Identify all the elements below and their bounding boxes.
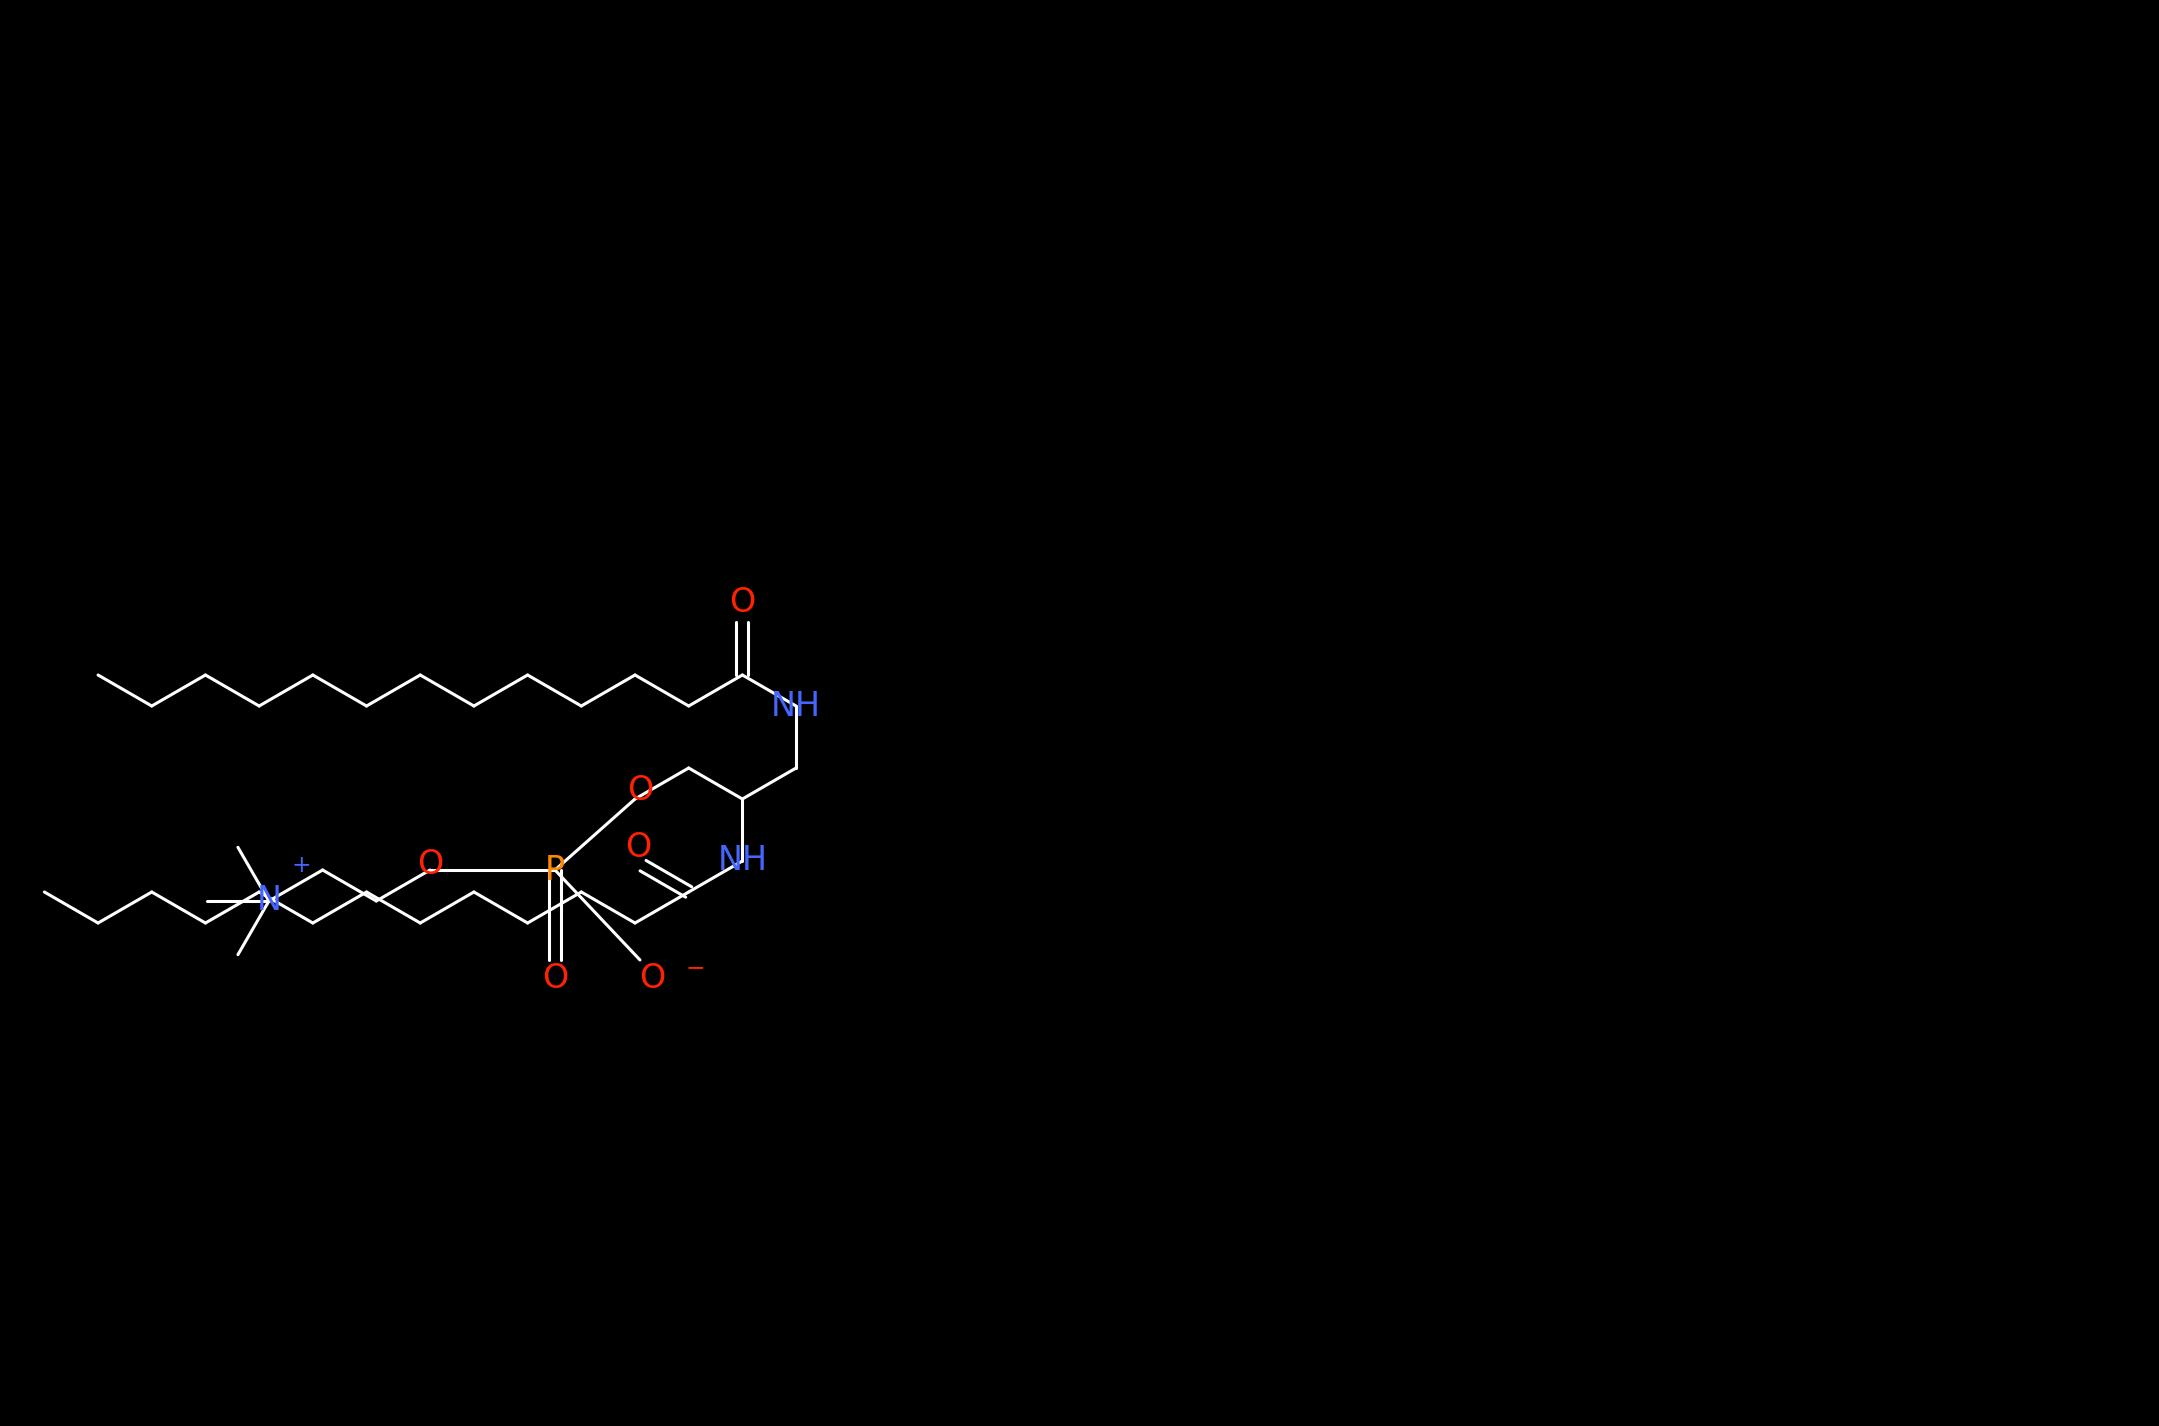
- Text: NH: NH: [771, 690, 820, 723]
- Text: O: O: [639, 961, 665, 994]
- Text: O: O: [626, 774, 654, 807]
- Text: −: −: [684, 957, 704, 980]
- Text: O: O: [417, 848, 443, 881]
- Text: NH: NH: [717, 844, 766, 877]
- Text: N: N: [257, 884, 281, 917]
- Text: P: P: [544, 854, 566, 887]
- Text: O: O: [542, 961, 568, 994]
- Text: O: O: [730, 586, 756, 619]
- Text: O: O: [624, 831, 652, 864]
- Text: +: +: [291, 854, 311, 877]
